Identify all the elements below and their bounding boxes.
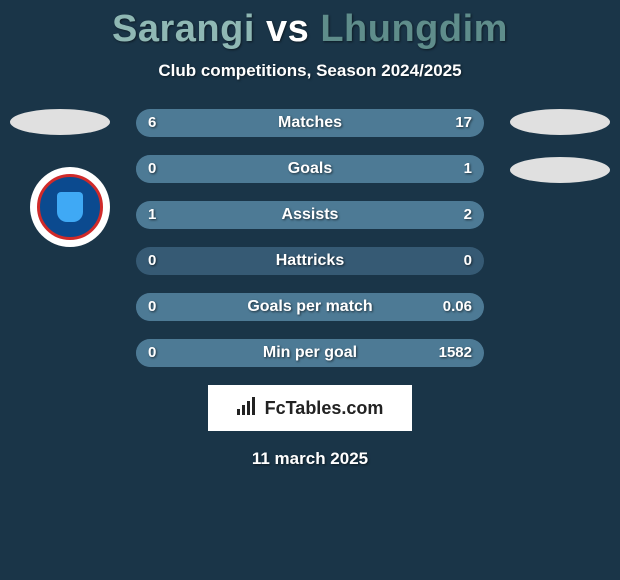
stat-row-hattricks: 0 Hattricks 0 (136, 247, 484, 275)
footer-brand: FcTables.com (208, 385, 412, 431)
stat-label: Assists (136, 201, 484, 229)
player2-badge-placeholder-2 (510, 157, 610, 183)
stat-right-value: 0.06 (443, 293, 472, 321)
stat-bars: 6 Matches 17 0 Goals 1 1 Assists 2 0 Hat… (136, 109, 484, 367)
stat-label: Matches (136, 109, 484, 137)
footer-date: 11 march 2025 (0, 449, 620, 469)
stat-label: Goals per match (136, 293, 484, 321)
stat-row-min-per-goal: 0 Min per goal 1582 (136, 339, 484, 367)
stat-row-goals-per-match: 0 Goals per match 0.06 (136, 293, 484, 321)
player1-badge-placeholder (10, 109, 110, 135)
stat-row-goals: 0 Goals 1 (136, 155, 484, 183)
stat-right-value: 1582 (439, 339, 472, 367)
stat-right-value: 0 (464, 247, 472, 275)
player1-name: Sarangi (112, 8, 255, 50)
subtitle: Club competitions, Season 2024/2025 (0, 61, 620, 81)
crest-icon (37, 174, 103, 240)
stat-row-assists: 1 Assists 2 (136, 201, 484, 229)
vs-text: vs (266, 8, 309, 50)
page-title: Sarangi vs Lhungdim (0, 0, 620, 51)
stat-right-value: 2 (464, 201, 472, 229)
stat-label: Hattricks (136, 247, 484, 275)
stat-right-value: 1 (464, 155, 472, 183)
stat-row-matches: 6 Matches 17 (136, 109, 484, 137)
chart-icon (237, 397, 259, 420)
stat-right-value: 17 (455, 109, 472, 137)
player1-club-crest (30, 167, 110, 247)
comparison-content: 6 Matches 17 0 Goals 1 1 Assists 2 0 Hat… (0, 109, 620, 367)
stat-label: Min per goal (136, 339, 484, 367)
footer-brand-text: FcTables.com (265, 398, 384, 419)
stat-label: Goals (136, 155, 484, 183)
player2-badge-placeholder-1 (510, 109, 610, 135)
player2-name: Lhungdim (320, 8, 508, 50)
